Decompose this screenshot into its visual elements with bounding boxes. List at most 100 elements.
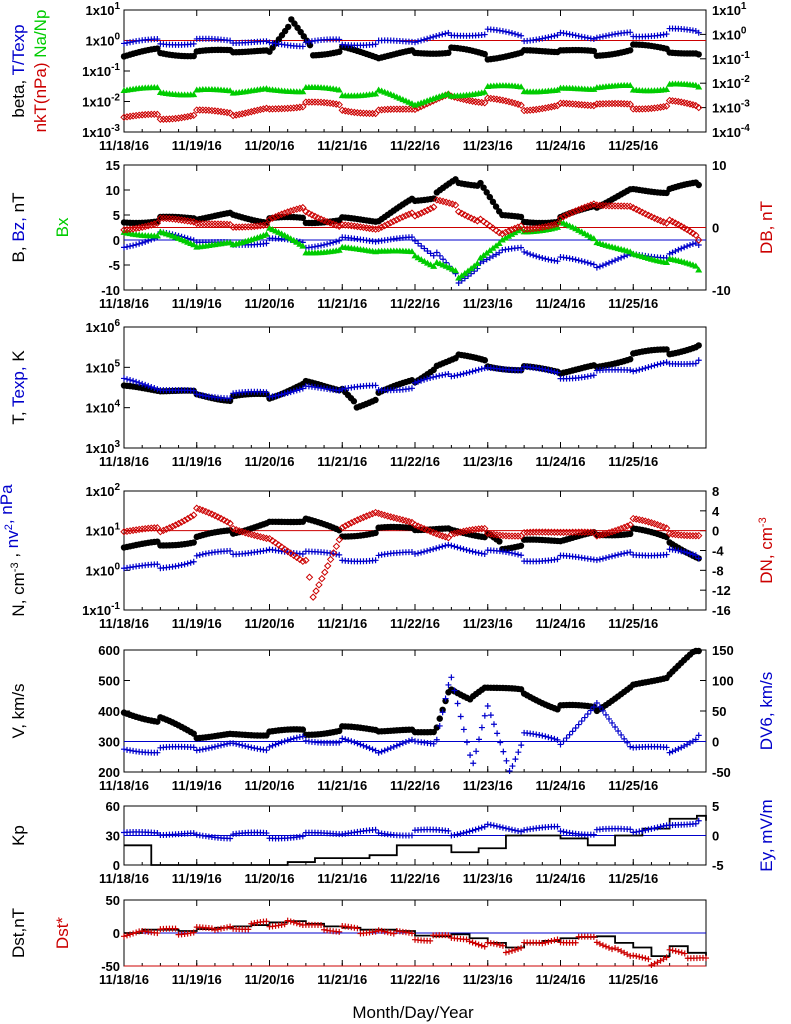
data-point	[139, 380, 146, 387]
data-point	[686, 550, 693, 557]
data-point	[473, 748, 480, 755]
data-point	[470, 760, 477, 767]
data-point	[365, 511, 374, 519]
data-point	[653, 103, 662, 112]
data-point	[299, 88, 307, 95]
data-point	[253, 532, 262, 540]
data-point	[147, 524, 155, 532]
data-point	[559, 212, 568, 221]
data-point	[660, 359, 667, 366]
data-point	[277, 104, 286, 113]
x-tick-label: 11/18/16	[99, 454, 149, 469]
y2-tick-label: 150	[712, 643, 734, 658]
data-point	[695, 817, 702, 824]
data-point	[630, 952, 637, 959]
y-tick-label: 1x105	[86, 358, 121, 375]
data-point	[565, 528, 574, 537]
data-point	[263, 747, 270, 754]
data-point	[539, 732, 546, 739]
data-point	[133, 241, 140, 248]
x-tick-label: 11/23/16	[463, 616, 513, 631]
data-point	[120, 226, 128, 234]
data-point	[501, 228, 510, 237]
data-point	[695, 531, 703, 540]
x-tick-label: 11/25/16	[608, 778, 658, 793]
data-point	[703, 955, 709, 962]
data-point	[684, 549, 691, 556]
data-point	[408, 105, 416, 113]
data-point	[593, 557, 600, 564]
data-point	[293, 387, 300, 394]
data-point	[399, 105, 407, 113]
data-point	[587, 707, 594, 714]
data-point	[144, 222, 152, 230]
data-point	[535, 528, 543, 536]
data-point	[590, 372, 597, 379]
data-point	[602, 201, 610, 210]
data-point	[378, 748, 385, 755]
data-point	[593, 939, 600, 946]
y2-tick-label: 1x10-4	[712, 123, 750, 140]
data-point	[238, 223, 246, 231]
data-point	[529, 224, 537, 233]
data-point	[318, 242, 325, 249]
data-point	[390, 217, 398, 225]
data-point	[299, 733, 306, 740]
data-point	[648, 363, 655, 370]
data-point	[545, 367, 552, 374]
data-point	[502, 825, 509, 832]
data-point	[578, 718, 585, 725]
y-tick-label: 1x10-3	[82, 123, 120, 140]
data-point	[554, 936, 561, 943]
data-point	[615, 946, 622, 953]
data-point	[605, 99, 613, 108]
data-point	[463, 829, 470, 836]
data-point	[553, 86, 561, 93]
data-point	[329, 549, 338, 557]
data-point	[299, 103, 307, 111]
data-point	[299, 43, 306, 50]
data-point	[452, 267, 460, 274]
data-point	[190, 929, 197, 936]
data-point	[521, 248, 528, 255]
data-point	[515, 31, 522, 38]
y2-tick-label: -50	[712, 765, 731, 780]
data-point	[345, 737, 352, 744]
data-point	[142, 381, 149, 388]
data-point	[497, 739, 504, 746]
panel-frame	[123, 9, 707, 133]
data-point	[153, 110, 162, 119]
data-point	[440, 256, 447, 263]
data-point	[384, 512, 392, 520]
data-point	[695, 555, 702, 562]
series-db	[120, 196, 703, 244]
data-point	[372, 41, 379, 48]
data-point	[372, 90, 380, 97]
data-point	[211, 927, 218, 934]
y-axis-title: N, cm-3 , nv2, nPa	[0, 484, 28, 617]
data-point	[436, 372, 443, 379]
data-point	[476, 736, 483, 743]
data-point	[505, 532, 513, 540]
data-point	[508, 532, 516, 540]
data-point	[609, 258, 616, 265]
data-point	[335, 222, 343, 230]
data-point	[271, 105, 280, 113]
data-point	[281, 738, 288, 745]
data-point	[305, 573, 314, 581]
data-point	[663, 954, 670, 961]
data-point	[624, 739, 631, 746]
y-tick-label: 1x102	[86, 482, 121, 499]
data-point	[296, 386, 303, 393]
data-point	[518, 244, 525, 251]
data-point	[556, 528, 565, 537]
data-point	[511, 224, 519, 233]
data-point	[502, 949, 509, 956]
data-point	[695, 357, 702, 364]
data-point	[193, 219, 201, 228]
data-point	[399, 740, 406, 747]
data-point	[574, 528, 583, 536]
data-point	[496, 823, 503, 830]
x-tick-label: 11/24/16	[536, 454, 586, 469]
